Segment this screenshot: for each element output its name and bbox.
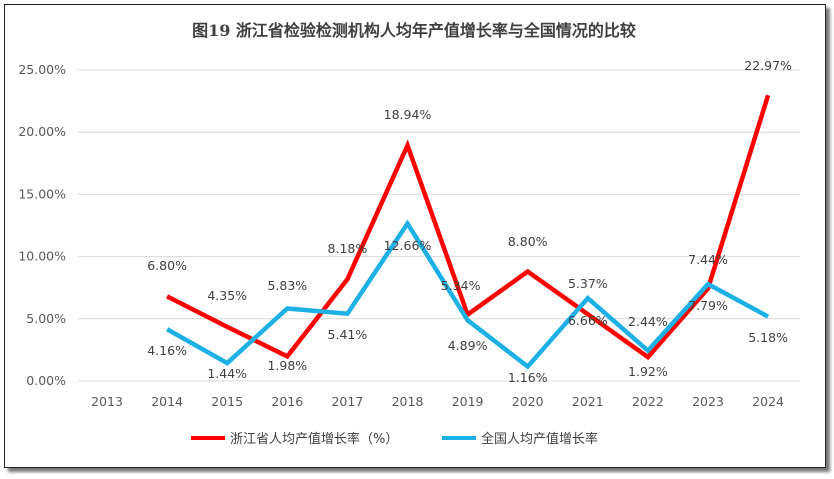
data-label: 6.80% bbox=[147, 258, 187, 273]
y-tick-label: 15.00% bbox=[18, 186, 66, 201]
series-line-national bbox=[165, 219, 770, 370]
data-label: 4.35% bbox=[207, 288, 247, 303]
data-label: 5.34% bbox=[441, 278, 481, 293]
legend-label-national: 全国人均产值增长率 bbox=[481, 431, 598, 447]
data-label: 4.89% bbox=[448, 338, 488, 353]
data-label: 5.37% bbox=[568, 276, 608, 291]
y-tick-label: 10.00% bbox=[18, 249, 66, 264]
data-label: 1.98% bbox=[267, 358, 307, 373]
x-tick-label: 2022 bbox=[632, 394, 664, 409]
data-label: 22.97% bbox=[744, 58, 792, 73]
legend: 浙江省人均产值增长率（%） 全国人均产值增长率 bbox=[191, 431, 598, 447]
data-label: 5.41% bbox=[328, 327, 368, 342]
x-tick-label: 2019 bbox=[452, 394, 484, 409]
data-label: 5.18% bbox=[748, 330, 788, 345]
data-label: 6.66% bbox=[568, 313, 608, 328]
data-label: 8.80% bbox=[508, 234, 548, 249]
x-tick-label: 2021 bbox=[572, 394, 604, 409]
series-line-zhejiang bbox=[166, 94, 771, 361]
x-tick-label: 2014 bbox=[151, 394, 183, 409]
x-tick-label: 2017 bbox=[331, 394, 363, 409]
x-tick-label: 2015 bbox=[211, 394, 243, 409]
y-tick-label: 0.00% bbox=[26, 373, 66, 388]
data-label: 12.66% bbox=[384, 238, 432, 253]
x-tick-label: 2013 bbox=[91, 394, 123, 409]
y-tick-label: 20.00% bbox=[18, 124, 66, 139]
x-tick-label: 2024 bbox=[752, 394, 784, 409]
data-label: 1.16% bbox=[508, 370, 548, 385]
x-tick-label: 2023 bbox=[692, 394, 724, 409]
chart-title: 图19 浙江省检验检测机构人均年产值增长率与全国情况的比较 bbox=[192, 21, 636, 40]
data-label: 7.44% bbox=[688, 252, 728, 267]
x-tick-label: 2020 bbox=[512, 394, 544, 409]
legend-label-zhejiang: 浙江省人均产值增长率（%） bbox=[230, 431, 398, 447]
data-label: 1.92% bbox=[628, 364, 668, 379]
y-tick-label: 5.00% bbox=[26, 311, 66, 326]
data-label: 8.18% bbox=[328, 241, 368, 256]
data-label: 7.79% bbox=[688, 298, 728, 313]
data-label: 2.44% bbox=[628, 314, 668, 329]
x-tick-label: 2016 bbox=[271, 394, 303, 409]
x-tick-label: 2018 bbox=[392, 394, 424, 409]
data-label: 4.16% bbox=[147, 343, 187, 358]
data-label: 5.83% bbox=[267, 278, 307, 293]
y-tick-label: 25.00% bbox=[18, 62, 66, 77]
data-label: 1.44% bbox=[207, 366, 247, 381]
data-label: 18.94% bbox=[384, 107, 432, 122]
